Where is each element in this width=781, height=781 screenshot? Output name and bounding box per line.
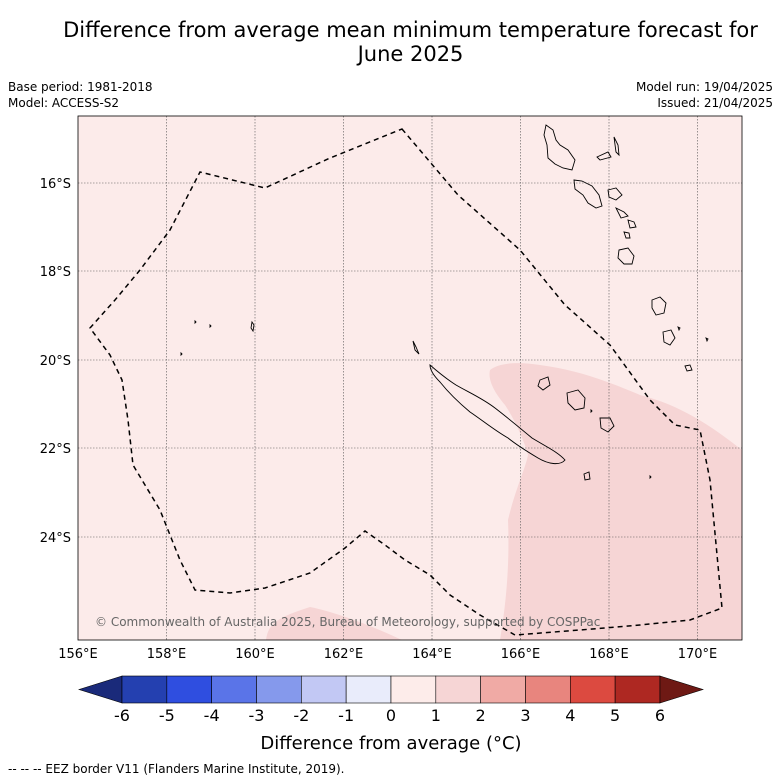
colorbar-bin: [390, 675, 437, 704]
anomaly-region-south: [266, 607, 402, 640]
colorbar-bin: [301, 675, 347, 704]
colorbar-bin: [345, 675, 392, 704]
colorbar-tick-label: 1: [431, 706, 441, 725]
colorbar-tick-label: -5: [159, 706, 175, 725]
eez-border: [89, 128, 723, 636]
colorbar-tick-label: -1: [338, 706, 354, 725]
colorbar-tick-label: 5: [610, 706, 620, 725]
longitude-labels: 156°E 158°E 160°E 162°E 164°E 166°E 168°…: [58, 647, 717, 662]
lat-tick-label: 20°S: [40, 354, 71, 369]
lon-tick-label: 156°E: [58, 647, 98, 662]
colorbar-bin: [121, 675, 168, 704]
colorbar-extend-max: [659, 675, 704, 704]
colorbar-extend-min: [77, 675, 123, 704]
base-period: Base period: 1981-2018: [8, 80, 153, 94]
model-run: Model run: 19/04/2025: [635, 80, 773, 94]
gridlines: [78, 116, 742, 640]
colorbar: [77, 675, 704, 704]
eez-footnote: -- -- -- EEZ border V11 (Flanders Marine…: [8, 762, 345, 776]
colorbar-bin: [569, 675, 616, 704]
colorbar-tick-label: -6: [114, 706, 130, 725]
colorbar-tick-label: 6: [655, 706, 665, 725]
anomaly-region-east: [489, 363, 742, 640]
colorbar-tick-label: 4: [565, 706, 575, 725]
lat-tick-label: 24°S: [40, 531, 71, 546]
colorbar-title: Difference from average (°C): [260, 733, 521, 754]
colorbar-tick-label: 0: [386, 706, 396, 725]
map-title: Difference from average mean minimum tem…: [0, 18, 781, 66]
lon-tick-label: 160°E: [235, 647, 275, 662]
island-new-caledonia: [429, 364, 566, 465]
island-vanuatu-north: [543, 124, 576, 171]
copyright-notice: © Commonwealth of Australia 2025, Bureau…: [95, 615, 600, 629]
lon-tick-label: 164°E: [412, 647, 452, 662]
issued-date: Issued: 21/04/2025: [657, 96, 773, 110]
colorbar-tick-label: 3: [520, 706, 530, 725]
coastlines: [180, 124, 709, 481]
colorbar-tick-label: -3: [249, 706, 265, 725]
model-name: Model: ACCESS-S2: [8, 96, 120, 110]
lon-tick-label: 166°E: [501, 647, 541, 662]
title-line-2: June 2025: [357, 42, 464, 66]
colorbar-tick-label: -2: [293, 706, 309, 725]
colorbar-labels: -6 -5 -4 -3 -2 -1 0 1 2 3 4 5 6: [114, 706, 665, 725]
colorbar-bin: [614, 675, 661, 704]
colorbar-bin: [166, 675, 212, 704]
colorbar-tick-label: -4: [204, 706, 220, 725]
colorbar-bin: [256, 675, 302, 704]
meta-left: Base period: 1981-2018 Model: ACCESS-S2: [8, 79, 153, 111]
lat-tick-label: 16°S: [40, 177, 71, 192]
lat-tick-label: 18°S: [40, 265, 71, 280]
colorbar-tick-label: 2: [476, 706, 486, 725]
lat-tick-label: 22°S: [40, 442, 71, 457]
colorbar-bin: [525, 675, 571, 704]
meta-right: Model run: 19/04/2025 Issued: 21/04/2025: [636, 79, 773, 111]
lon-tick-label: 158°E: [147, 647, 187, 662]
colorbar-bin: [211, 675, 257, 704]
colorbar-bin: [480, 675, 526, 704]
title-line-1: Difference from average mean minimum tem…: [63, 18, 758, 42]
lon-tick-label: 170°E: [678, 647, 718, 662]
map-frame: [77, 115, 743, 641]
colorbar-bin: [435, 675, 481, 704]
latitude-labels: 16°S 18°S 20°S 22°S 24°S: [40, 177, 71, 546]
lon-tick-label: 168°E: [589, 647, 629, 662]
lon-tick-label: 162°E: [324, 647, 364, 662]
